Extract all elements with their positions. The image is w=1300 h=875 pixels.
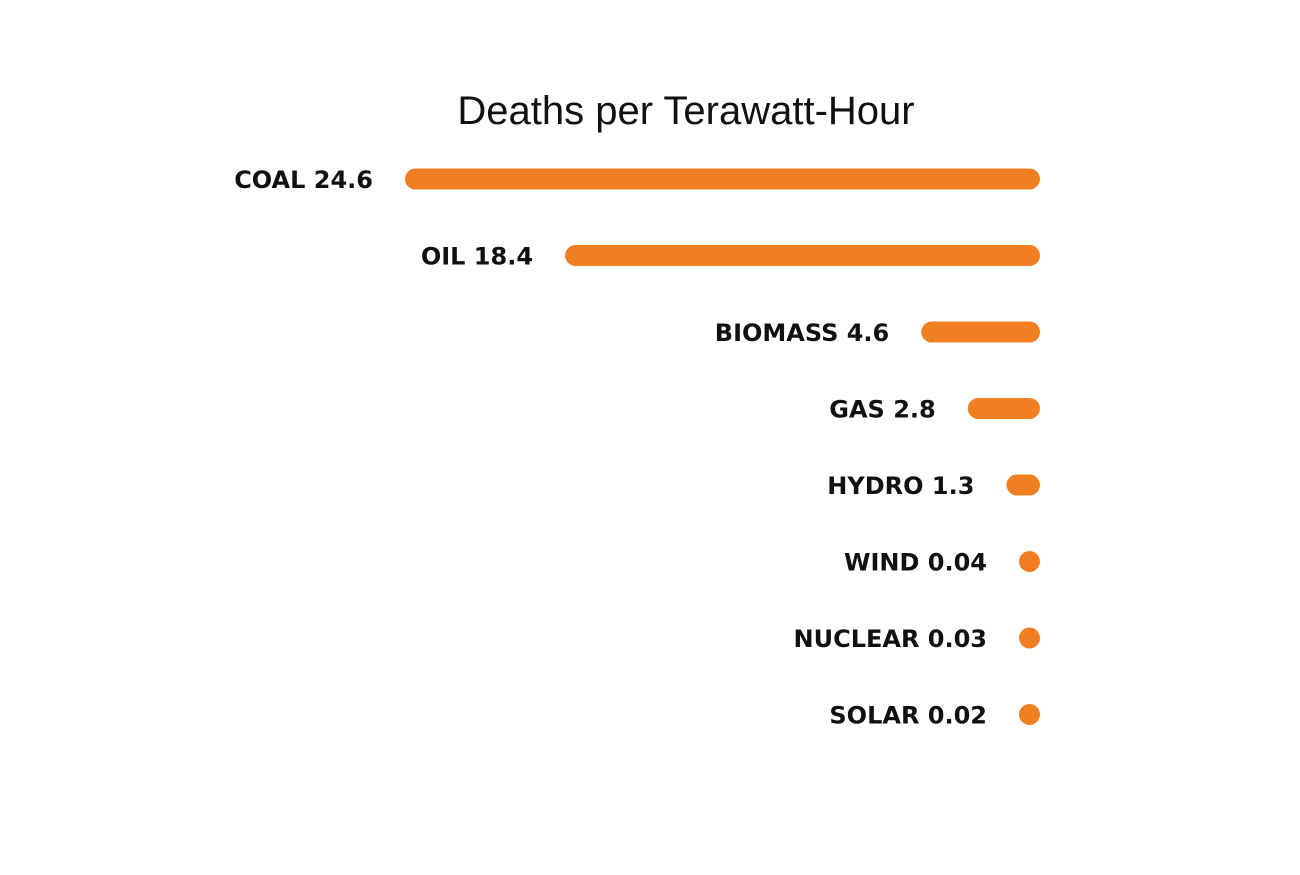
bar-label-hydro: HYDRO 1.3 — [827, 472, 974, 500]
bar-oil — [565, 245, 1040, 266]
bar-label-biomass: BIOMASS 4.6 — [715, 319, 889, 347]
bars-group: COAL 24.6 OIL 18.4 BIOMASS 4.6 GAS 2.8 HYDRO… — [234, 166, 1040, 730]
bar-coal — [405, 168, 1040, 190]
bar-gas — [967, 398, 1040, 419]
bar-label-gas: GAS 2.8 — [829, 396, 935, 424]
bar-label-coal: COAL 24.6 — [234, 166, 373, 194]
bar-hydro — [1006, 474, 1040, 496]
bar-label-nuclear: NUCLEAR 0.03 — [794, 625, 988, 653]
bar-biomass — [921, 321, 1040, 343]
bar-nuclear — [1019, 627, 1040, 649]
bar-wind — [1019, 551, 1040, 572]
bar-label-oil: OIL 18.4 — [421, 243, 533, 271]
bar-label-wind: WIND 0.04 — [844, 549, 987, 577]
chart-title: Deaths per Terawatt-Hour — [457, 89, 914, 133]
bar-solar — [1019, 704, 1040, 725]
bar-label-solar: SOLAR 0.02 — [829, 702, 987, 730]
